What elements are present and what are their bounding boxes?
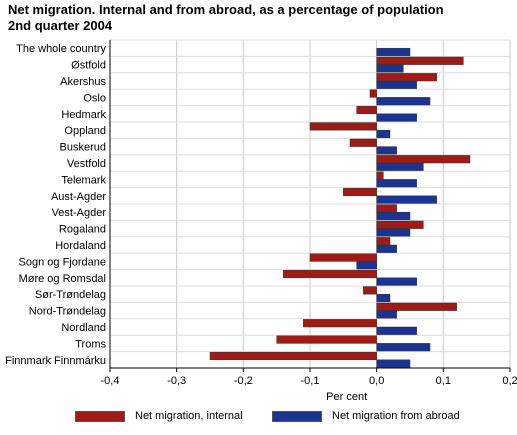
bar-internal — [376, 56, 464, 65]
bar-abroad — [376, 146, 397, 155]
category-label: Nord-Trøndelag — [29, 306, 106, 318]
legend-swatch-internal — [75, 410, 125, 422]
bar-abroad — [376, 310, 397, 319]
bar-internal — [376, 73, 437, 82]
category-label: Troms — [75, 338, 106, 350]
category-label: Oslo — [83, 92, 106, 104]
x-tick-label: -0,1 — [301, 375, 320, 387]
bar-internal — [309, 122, 377, 131]
bar-abroad — [376, 244, 397, 253]
bar-abroad — [356, 261, 377, 270]
bar-internal — [356, 105, 377, 115]
bar-abroad — [376, 277, 417, 286]
category-label: Rogaland — [59, 224, 106, 236]
bar-internal — [376, 171, 384, 180]
bar-internal — [376, 220, 424, 229]
bar-internal — [376, 204, 397, 213]
legend-internal: Net migration, internal — [75, 410, 243, 422]
bar-abroad — [376, 179, 417, 188]
category-label: Sogn og Fjordane — [19, 256, 106, 268]
bar-abroad — [376, 228, 411, 237]
bar-abroad — [376, 326, 417, 335]
legend-swatch-abroad — [272, 410, 322, 422]
bars — [209, 47, 471, 368]
x-tick-label: -0,3 — [167, 375, 186, 387]
bar-internal — [376, 237, 391, 246]
category-label: Telemark — [61, 174, 106, 186]
bar-abroad — [376, 195, 437, 204]
x-tick-label: 0,0 — [369, 375, 384, 387]
category-label: Oppland — [64, 125, 106, 137]
bar-internal — [283, 269, 377, 279]
bar-abroad — [376, 211, 411, 221]
bar-internal — [349, 138, 377, 147]
bar-internal — [369, 89, 377, 98]
bar-internal — [343, 187, 377, 197]
bar-abroad — [376, 162, 424, 171]
x-tick-label: 0,2 — [502, 375, 517, 387]
x-tick-label: -0,4 — [101, 375, 120, 387]
category-label: Vest-Agder — [52, 207, 107, 219]
category-label: Nordland — [61, 322, 106, 334]
bar-internal — [303, 319, 377, 328]
bar-internal — [309, 253, 377, 262]
bar-abroad — [376, 359, 411, 368]
bar-abroad — [376, 64, 404, 73]
chart-title-line-1: Net migration. Internal and from abroad,… — [8, 2, 444, 17]
bar-abroad — [376, 129, 391, 139]
category-label: Sør-Trøndelag — [35, 289, 106, 301]
bar-internal — [376, 302, 457, 311]
legend-abroad: Net migration from abroad — [272, 410, 460, 422]
chart-title: Net migration. Internal and from abroad,… — [8, 2, 513, 34]
bar-abroad — [376, 80, 417, 89]
bar-abroad — [376, 113, 417, 122]
chart-title-line-2: 2nd quarter 2004 — [8, 18, 113, 33]
bar-internal — [209, 351, 377, 361]
bar-internal — [363, 286, 377, 295]
bar-internal — [376, 155, 471, 164]
category-label: Buskerud — [60, 142, 106, 154]
x-tick-label: 0,1 — [436, 375, 451, 387]
bar-abroad — [376, 97, 431, 106]
gridlines — [109, 39, 511, 369]
category-label: Møre og Romsdal — [19, 273, 106, 285]
x-axis: -0,4 -0,3 -0,2 -0,1 0,0 0,1 0,2 — [101, 367, 517, 387]
category-labels: The whole country Østfold Akershus Oslo Hedm… — [5, 43, 106, 367]
bar-abroad — [376, 47, 411, 57]
category-label: Hedmark — [61, 109, 106, 121]
category-label: Hordaland — [55, 240, 106, 252]
x-tick-label: -0,2 — [234, 375, 253, 387]
category-label: The whole country — [16, 43, 106, 55]
category-label: Østfold — [71, 60, 106, 72]
x-axis-label: Per cent — [326, 391, 367, 403]
legend-label-internal: Net migration, internal — [135, 410, 243, 423]
category-label: Vestfold — [67, 158, 106, 170]
category-label: Finnmark Finnmárku — [5, 355, 106, 367]
bar-abroad — [376, 293, 391, 303]
category-label: Akershus — [60, 76, 106, 88]
category-label: Aust-Agder — [51, 191, 106, 203]
legend-label-abroad: Net migration from abroad — [332, 410, 460, 423]
bar-internal — [276, 335, 377, 344]
bar-abroad — [376, 343, 431, 352]
